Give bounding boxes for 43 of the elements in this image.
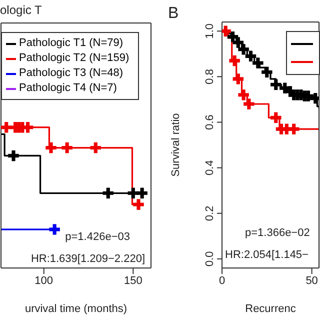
point bbox=[49, 224, 60, 235]
y-tick-label: 0.2 bbox=[204, 206, 216, 221]
point bbox=[270, 79, 282, 90]
x-tick-label: 50 bbox=[306, 274, 318, 287]
y-axis-title: Survival ratio bbox=[170, 113, 182, 177]
annotation: p=1.366e−02 bbox=[245, 227, 310, 239]
legend-label: Pathologic T1 (N=79) bbox=[19, 36, 124, 51]
point bbox=[270, 112, 282, 124]
point bbox=[136, 188, 148, 199]
y-tick-label: 1.0 bbox=[204, 23, 216, 39]
point bbox=[245, 50, 256, 62]
point bbox=[288, 124, 300, 134]
x-tick-label: 150 bbox=[124, 274, 142, 287]
x-axis-title: Recurrenc bbox=[245, 303, 296, 315]
x-axis-title: urvival time (months) bbox=[24, 303, 128, 315]
point bbox=[238, 90, 249, 100]
point bbox=[90, 142, 102, 154]
point bbox=[262, 66, 272, 78]
point bbox=[229, 55, 240, 66]
x-tick-label: 0 bbox=[218, 274, 226, 287]
point bbox=[62, 142, 72, 154]
chart-title: ologic T bbox=[0, 3, 42, 17]
point bbox=[232, 74, 244, 84]
point bbox=[46, 142, 56, 154]
annotation: HR:1.639[1.209−2.220] bbox=[30, 253, 145, 265]
legend-label: Pathologic T2 (N=159) bbox=[19, 51, 130, 66]
y-tick-label: 0.0 bbox=[204, 251, 216, 267]
point bbox=[244, 98, 254, 110]
point bbox=[8, 150, 19, 162]
point bbox=[232, 37, 244, 48]
annotation: p=1.426e−03 bbox=[65, 231, 130, 243]
legend-label: Pathologic T3 (N=48) bbox=[19, 66, 124, 81]
point bbox=[238, 44, 249, 55]
legend-label: Pathologic T4 (N=7) bbox=[19, 81, 117, 96]
point bbox=[252, 58, 264, 68]
point bbox=[102, 188, 114, 199]
y-tick-label: 0.8 bbox=[204, 69, 216, 84]
annotation: HR:2.054[1.145− bbox=[225, 249, 308, 261]
y-tick-label: 0.6 bbox=[204, 114, 216, 130]
point bbox=[133, 199, 144, 210]
x-tick-label: 100 bbox=[34, 274, 54, 287]
chart-title: B bbox=[168, 5, 179, 22]
y-tick-label: 0.4 bbox=[204, 160, 216, 176]
